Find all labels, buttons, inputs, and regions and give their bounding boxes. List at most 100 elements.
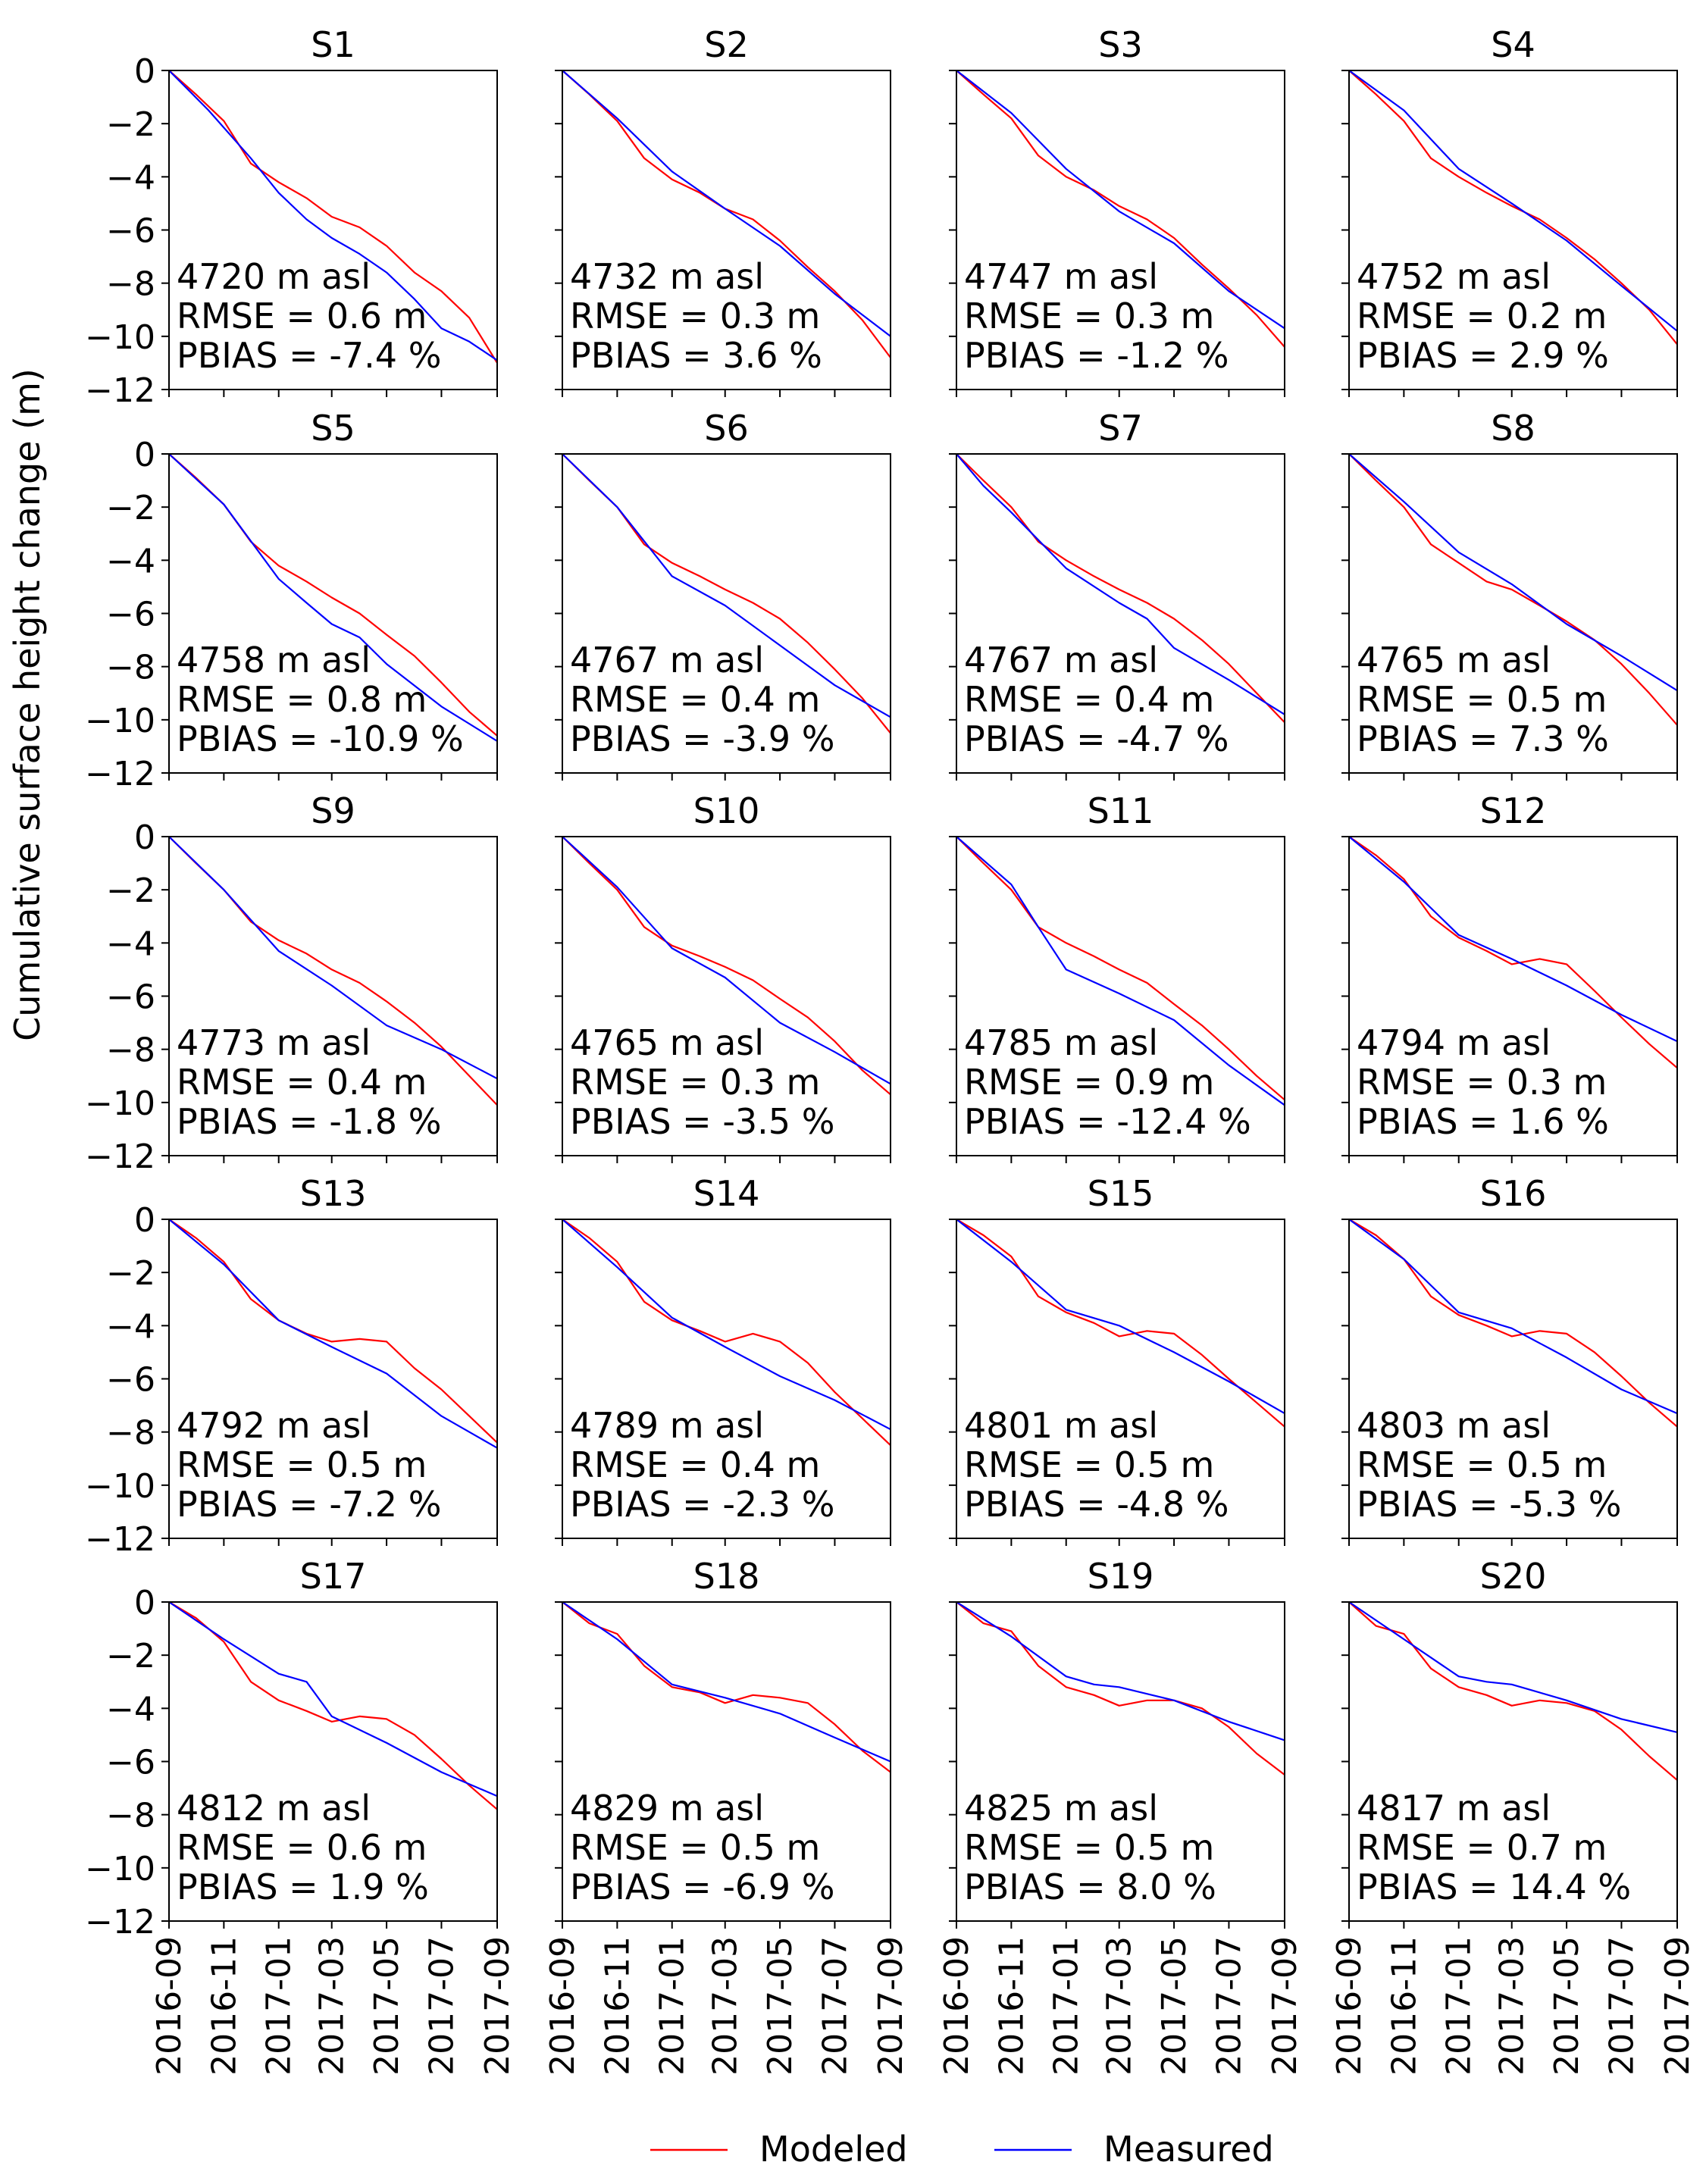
panel-frame <box>956 1601 1285 1922</box>
x-tick-label: 2017-03 <box>1493 1936 1532 2076</box>
panel-annotation: 4732 m asl <box>570 256 764 297</box>
x-tick-label: 2016-09 <box>543 1936 582 2076</box>
x-tick-label: 2017-05 <box>368 1936 406 2076</box>
panel-annotation: PBIAS = 1.9 % <box>177 1866 429 1907</box>
x-tick-label: 2017-07 <box>422 1936 461 2076</box>
panel-annotation: RMSE = 0.4 m <box>570 1444 820 1485</box>
series-line-modeled <box>1348 1601 1678 1781</box>
panel-annotation: PBIAS = -3.9 % <box>570 718 834 759</box>
panel-frame <box>168 1219 498 1539</box>
panel-annotation: RMSE = 0.5 m <box>1357 679 1607 720</box>
panel-annotation: RMSE = 0.5 m <box>570 1827 820 1868</box>
series-line-modeled <box>956 1219 1285 1428</box>
panel-frame <box>168 836 498 1156</box>
y-tick-label: −8 <box>106 1031 155 1070</box>
panel-annotation: PBIAS = -10.9 % <box>177 718 464 759</box>
series-line-modeled <box>562 1219 891 1446</box>
y-tick-label: −12 <box>85 755 155 793</box>
series-line-measured <box>168 1601 498 1798</box>
panel-s18: S18 2016-09 2016-11 2017-01 2017-03 2017-05 20… <box>543 1556 910 2076</box>
panel-frame <box>168 1601 498 1922</box>
y-tick-label: −6 <box>106 1744 155 1782</box>
x-tick-label: 2017-09 <box>1658 1936 1697 2076</box>
panel-title: S2 <box>704 24 748 65</box>
panel-annotation: 4758 m asl <box>177 640 371 681</box>
x-tick-label: 2017-07 <box>1602 1936 1641 2076</box>
x-tick-label: 2017-03 <box>706 1936 745 2076</box>
x-tick-label: 2017-03 <box>313 1936 352 2076</box>
y-tick-label: −8 <box>106 649 155 687</box>
series-line-measured <box>562 70 891 337</box>
x-tick-label: 2016-11 <box>598 1936 637 2076</box>
panel-title: S17 <box>300 1556 367 1597</box>
panel-title: S1 <box>311 24 355 65</box>
panel-annotation: PBIAS = -1.2 % <box>964 335 1229 376</box>
panel-annotation: 4801 m asl <box>964 1405 1158 1446</box>
panel-annotation: RMSE = 0.5 m <box>964 1444 1214 1485</box>
x-tick-label: 2017-05 <box>761 1936 800 2076</box>
y-tick-label: −8 <box>106 1414 155 1453</box>
panel-frame <box>956 1219 1285 1539</box>
series-line-modeled <box>956 453 1285 724</box>
y-tick-label: −12 <box>85 1137 155 1176</box>
panel-annotation: 4794 m asl <box>1357 1022 1551 1063</box>
panel-annotation: 4767 m asl <box>570 640 764 681</box>
panel-annotation: PBIAS = 7.3 % <box>1357 718 1609 759</box>
panel-annotation: RMSE = 0.8 m <box>177 679 427 720</box>
series-line-measured <box>1348 453 1678 692</box>
y-tick-label: −2 <box>106 1254 155 1293</box>
panel-title: S18 <box>693 1556 760 1597</box>
panel-annotation: PBIAS = -12.4 % <box>964 1101 1251 1142</box>
y-tick-label: −10 <box>85 1850 155 1888</box>
series-line-measured <box>168 836 498 1080</box>
panel-annotation: 4765 m asl <box>570 1022 764 1063</box>
panel-frame <box>562 453 891 774</box>
panel-annotation: PBIAS = -5.3 % <box>1357 1484 1621 1525</box>
y-tick-label: −10 <box>85 318 155 357</box>
panel-title: S7 <box>1098 408 1142 449</box>
series-line-modeled <box>1348 836 1678 1069</box>
y-axis-label: Cumulative surface height change (m) <box>7 368 48 1041</box>
panel-title: S4 <box>1491 24 1535 65</box>
y-tick-label: −4 <box>106 158 155 197</box>
series-line-measured <box>956 1601 1285 1741</box>
panel-title: S8 <box>1491 408 1535 449</box>
x-tick-label: 2016-09 <box>938 1936 976 2076</box>
panel-frame <box>562 1219 891 1539</box>
panel-s19: S19 2016-09 2016-11 2017-01 2017-03 2017-05 20… <box>938 1556 1304 2076</box>
series-line-measured <box>956 1219 1285 1415</box>
panel-annotation: RMSE = 0.6 m <box>177 296 427 336</box>
panel-frame <box>562 1601 891 1922</box>
x-tick-label: 2017-07 <box>1210 1936 1248 2076</box>
panel-annotation: RMSE = 0.5 m <box>177 1444 427 1485</box>
panel-annotation: RMSE = 0.3 m <box>964 296 1214 336</box>
legend-label-measured: Measured <box>1103 2129 1274 2170</box>
panel-title: S14 <box>693 1173 760 1214</box>
y-tick-label: −10 <box>85 702 155 740</box>
series-line-measured <box>562 1219 891 1431</box>
panel-title: S13 <box>300 1173 367 1214</box>
panel-frame <box>1348 453 1678 774</box>
y-tick-label: 0 <box>134 436 155 474</box>
panel-s20: S20 2016-09 2016-11 2017-01 2017-03 2017-05 20… <box>1330 1556 1697 2076</box>
y-tick-label: −10 <box>85 1467 155 1506</box>
panel-annotation: RMSE = 0.4 m <box>177 1062 427 1103</box>
panel-annotation: 4789 m asl <box>570 1405 764 1446</box>
panel-title: S6 <box>704 408 748 449</box>
panel-frame <box>956 453 1285 774</box>
y-tick-label: −6 <box>106 1361 155 1400</box>
y-tick-label: −4 <box>106 925 155 963</box>
panel-frame <box>168 70 498 390</box>
series-line-measured <box>956 836 1285 1106</box>
series-line-measured <box>562 453 891 718</box>
panel-annotation: RMSE = 0.9 m <box>964 1062 1214 1103</box>
panel-annotation: PBIAS = 1.6 % <box>1357 1101 1609 1142</box>
